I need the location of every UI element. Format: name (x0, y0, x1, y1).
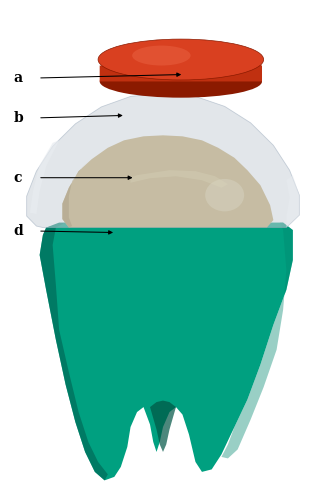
Polygon shape (286, 175, 299, 228)
Ellipse shape (98, 39, 264, 80)
Polygon shape (100, 63, 262, 82)
Polygon shape (130, 170, 228, 188)
Polygon shape (46, 222, 66, 228)
Ellipse shape (132, 46, 191, 66)
Text: a: a (14, 71, 23, 85)
Polygon shape (62, 136, 274, 228)
Polygon shape (27, 93, 299, 228)
Polygon shape (62, 161, 88, 228)
Ellipse shape (205, 179, 244, 212)
Text: b: b (14, 111, 23, 125)
Polygon shape (30, 140, 59, 214)
Ellipse shape (100, 66, 262, 98)
Text: c: c (14, 170, 22, 184)
Polygon shape (40, 228, 108, 480)
Polygon shape (150, 400, 176, 452)
Polygon shape (221, 222, 293, 458)
Text: d: d (14, 224, 23, 238)
Polygon shape (40, 222, 293, 480)
